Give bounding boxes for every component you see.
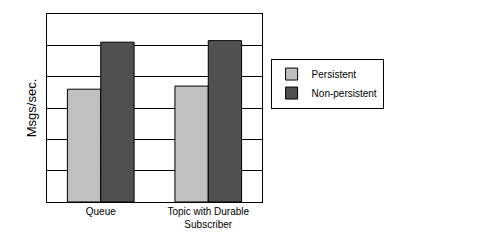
svg-text:Persistent: Persistent	[312, 69, 357, 80]
svg-text:Non-persistent: Non-persistent	[312, 88, 377, 99]
svg-text:Topic with DurableSubscriber: Topic with DurableSubscriber	[167, 206, 249, 230]
svg-text:Msgs/sec.: Msgs/sec.	[24, 79, 39, 138]
svg-text:Queue: Queue	[86, 206, 116, 217]
